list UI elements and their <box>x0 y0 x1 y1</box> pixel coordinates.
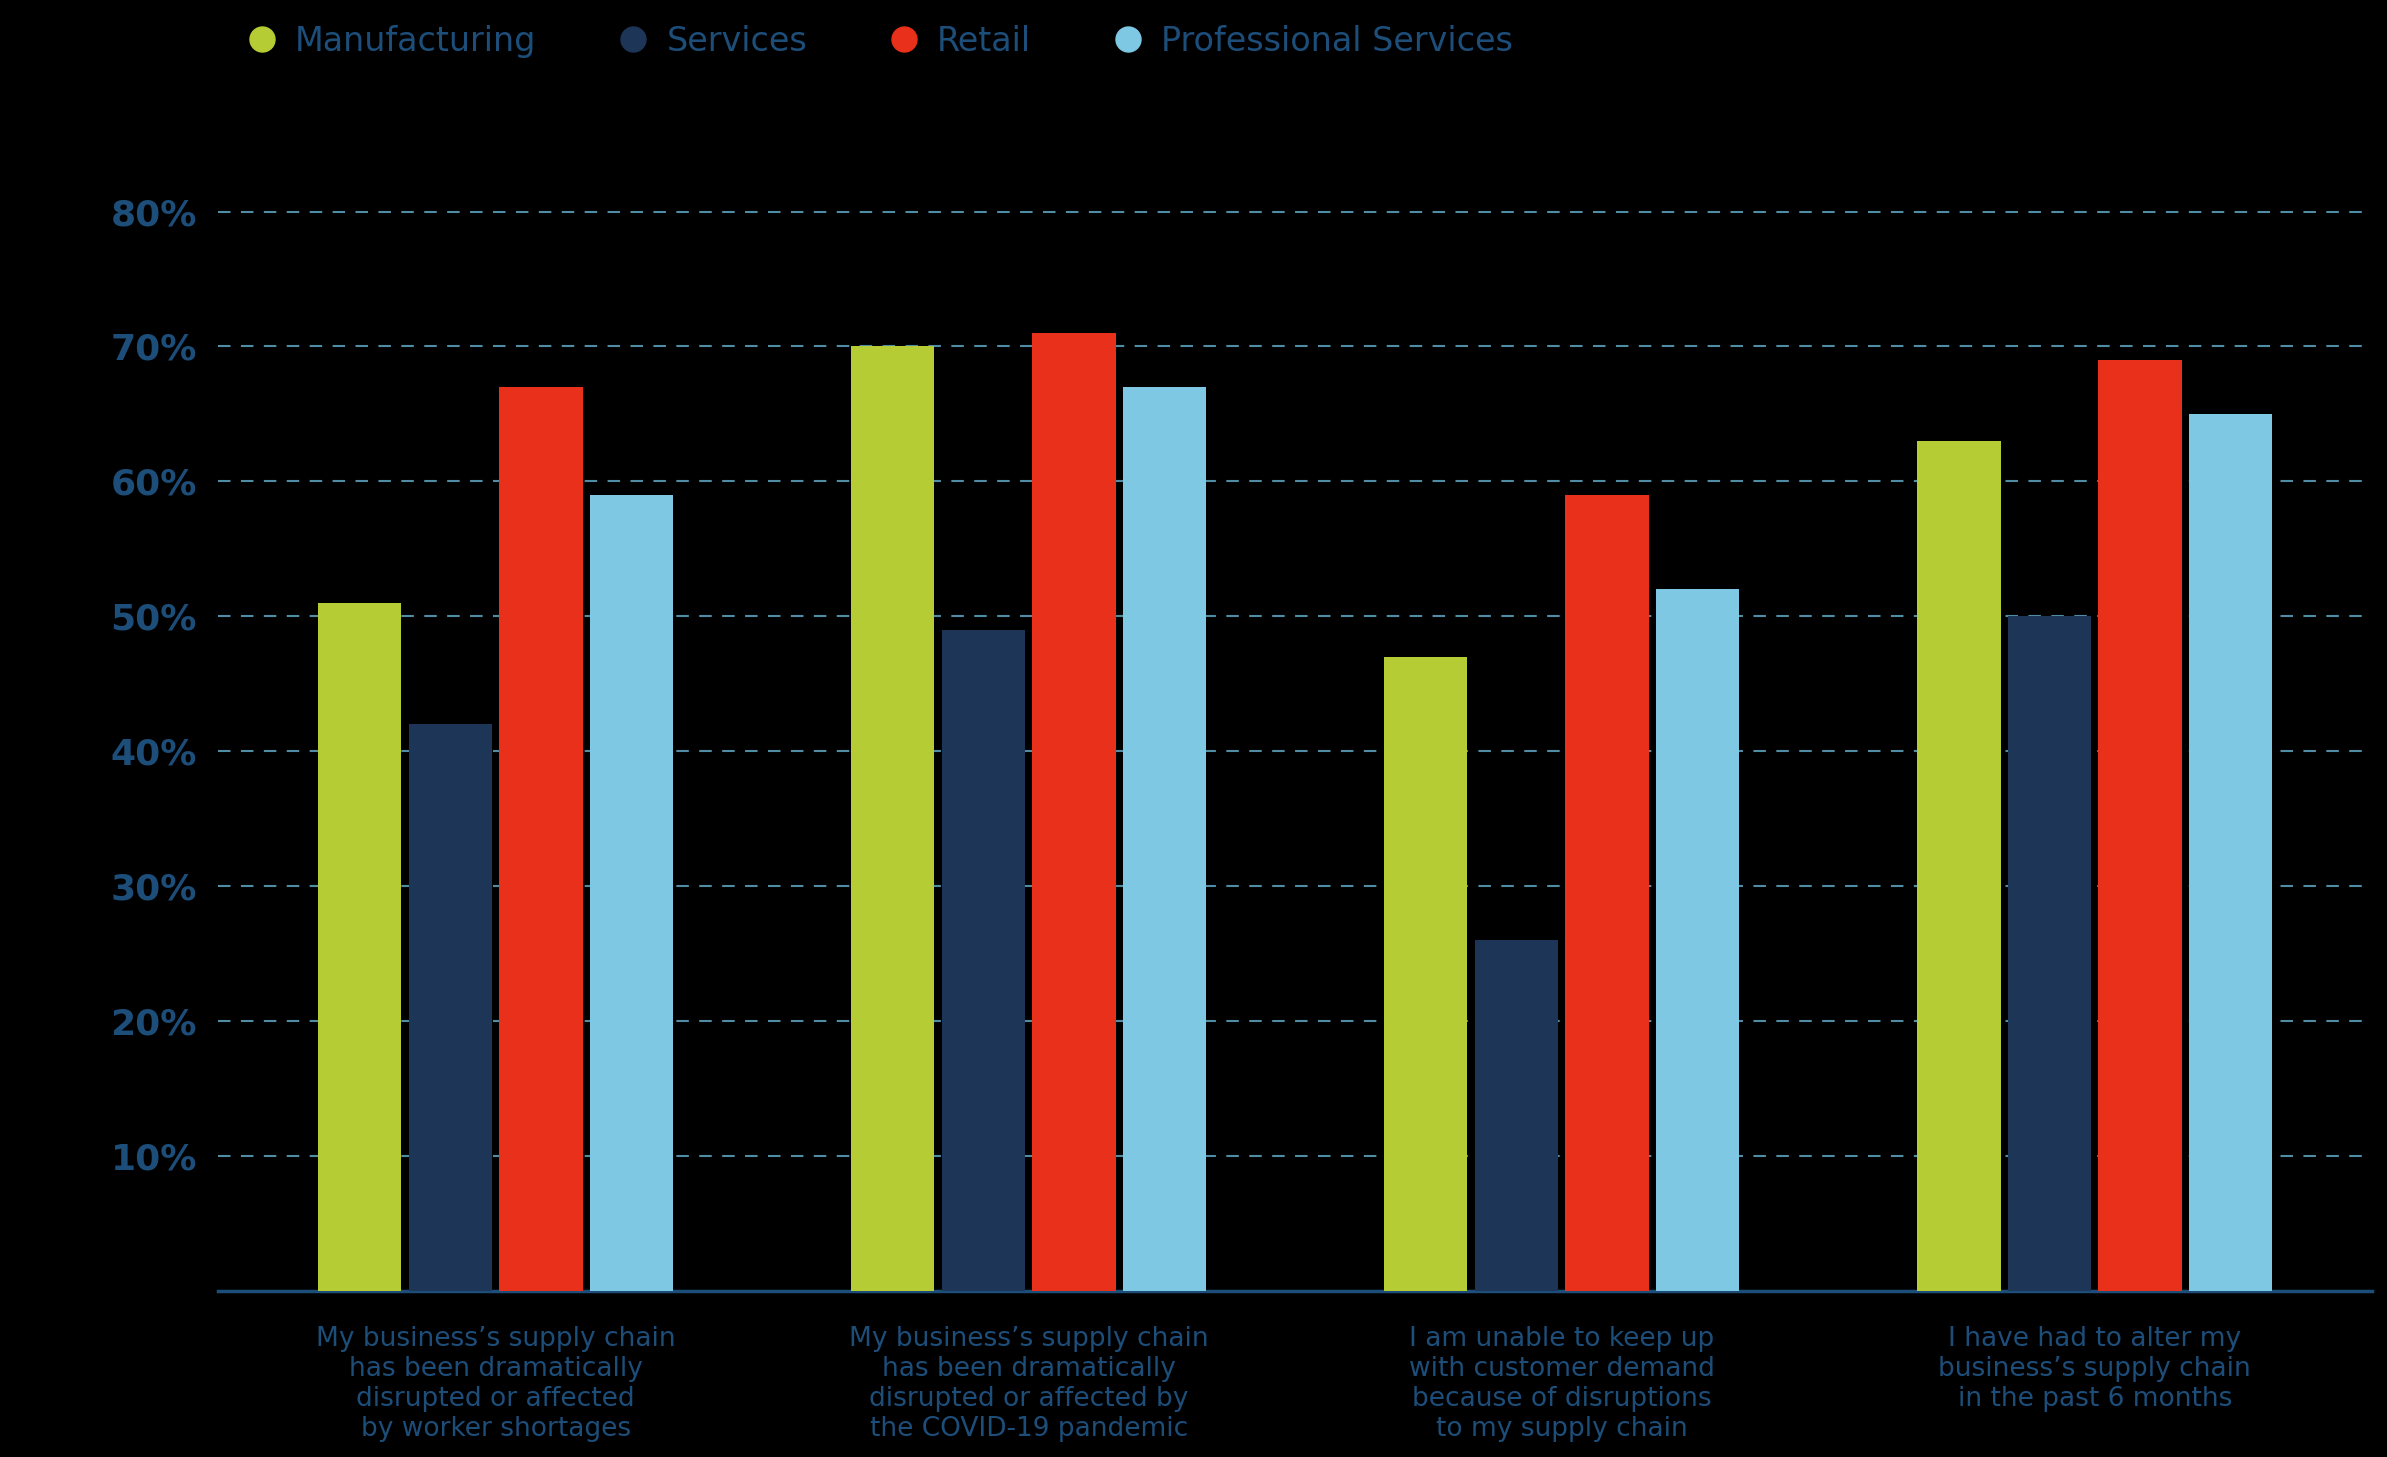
Bar <box>1917 441 2000 1291</box>
Bar <box>499 388 582 1291</box>
Bar <box>2189 414 2272 1291</box>
Bar <box>2007 616 2091 1291</box>
Bar <box>408 724 492 1291</box>
Bar <box>1031 334 1115 1291</box>
Bar <box>852 347 933 1291</box>
Bar <box>317 603 401 1291</box>
Legend: Manufacturing, Services, Retail, Professional Services: Manufacturing, Services, Retail, Profess… <box>234 12 1528 71</box>
Bar <box>1384 657 1468 1291</box>
Bar <box>1657 589 1740 1291</box>
Bar <box>2098 360 2182 1291</box>
Bar <box>940 629 1024 1291</box>
Bar <box>1475 940 1559 1291</box>
Bar <box>1566 495 1649 1291</box>
Bar <box>590 495 673 1291</box>
Bar <box>1122 388 1205 1291</box>
